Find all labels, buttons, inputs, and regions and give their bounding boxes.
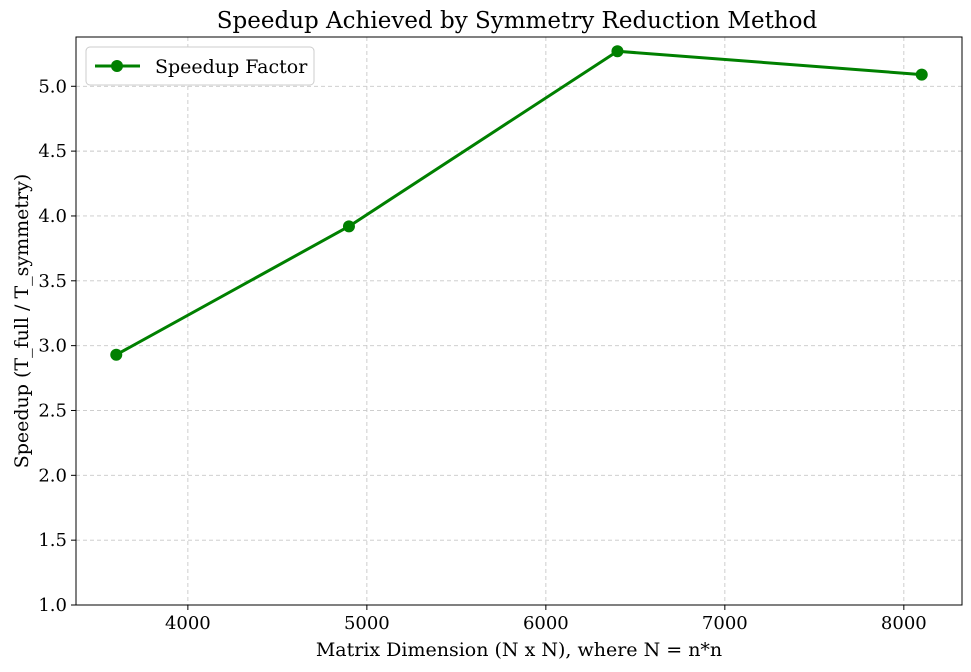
y-tick-label: 3.5	[38, 271, 67, 292]
plot-frame	[75, 36, 963, 606]
series-line	[114, 49, 924, 357]
x-tick-label: 6000	[523, 613, 569, 634]
x-axis-label: Matrix Dimension (N x N), where N = n*n	[316, 639, 722, 661]
y-tick-label: 4.0	[38, 206, 67, 227]
x-tick-label: 8000	[881, 613, 927, 634]
legend: Speedup Factor	[85, 46, 315, 86]
chart-title: Speedup Achieved by Symmetry Reduction M…	[217, 8, 818, 34]
data-point	[342, 220, 355, 233]
y-tick-label: 5.0	[38, 76, 67, 97]
x-tick-label: 7000	[702, 613, 748, 634]
grid	[76, 37, 962, 606]
data-point	[611, 45, 624, 58]
legend-label: Speedup Factor	[155, 56, 308, 78]
ticks: 4000 5000 6000 7000 8000 1.0 1.5 2.0 2.5 3.0 3.5 4.…	[38, 76, 926, 634]
legend-box	[85, 46, 315, 86]
x-tick-label: 4000	[165, 613, 211, 634]
y-axis-label: Speedup (T_full / T_symmetry)	[11, 174, 33, 469]
y-tick-label: 1.5	[38, 530, 67, 551]
y-tick-label: 2.0	[38, 465, 67, 486]
y-tick-label: 2.5	[38, 400, 67, 421]
y-tick-label: 1.0	[38, 595, 67, 616]
legend-marker-sample	[111, 60, 123, 72]
series-layer	[110, 45, 928, 361]
data-point	[110, 348, 123, 361]
data-point	[915, 68, 928, 81]
y-tick-label: 3.0	[38, 336, 67, 357]
x-tick-label: 5000	[344, 613, 390, 634]
y-tick-label: 4.5	[38, 141, 67, 162]
